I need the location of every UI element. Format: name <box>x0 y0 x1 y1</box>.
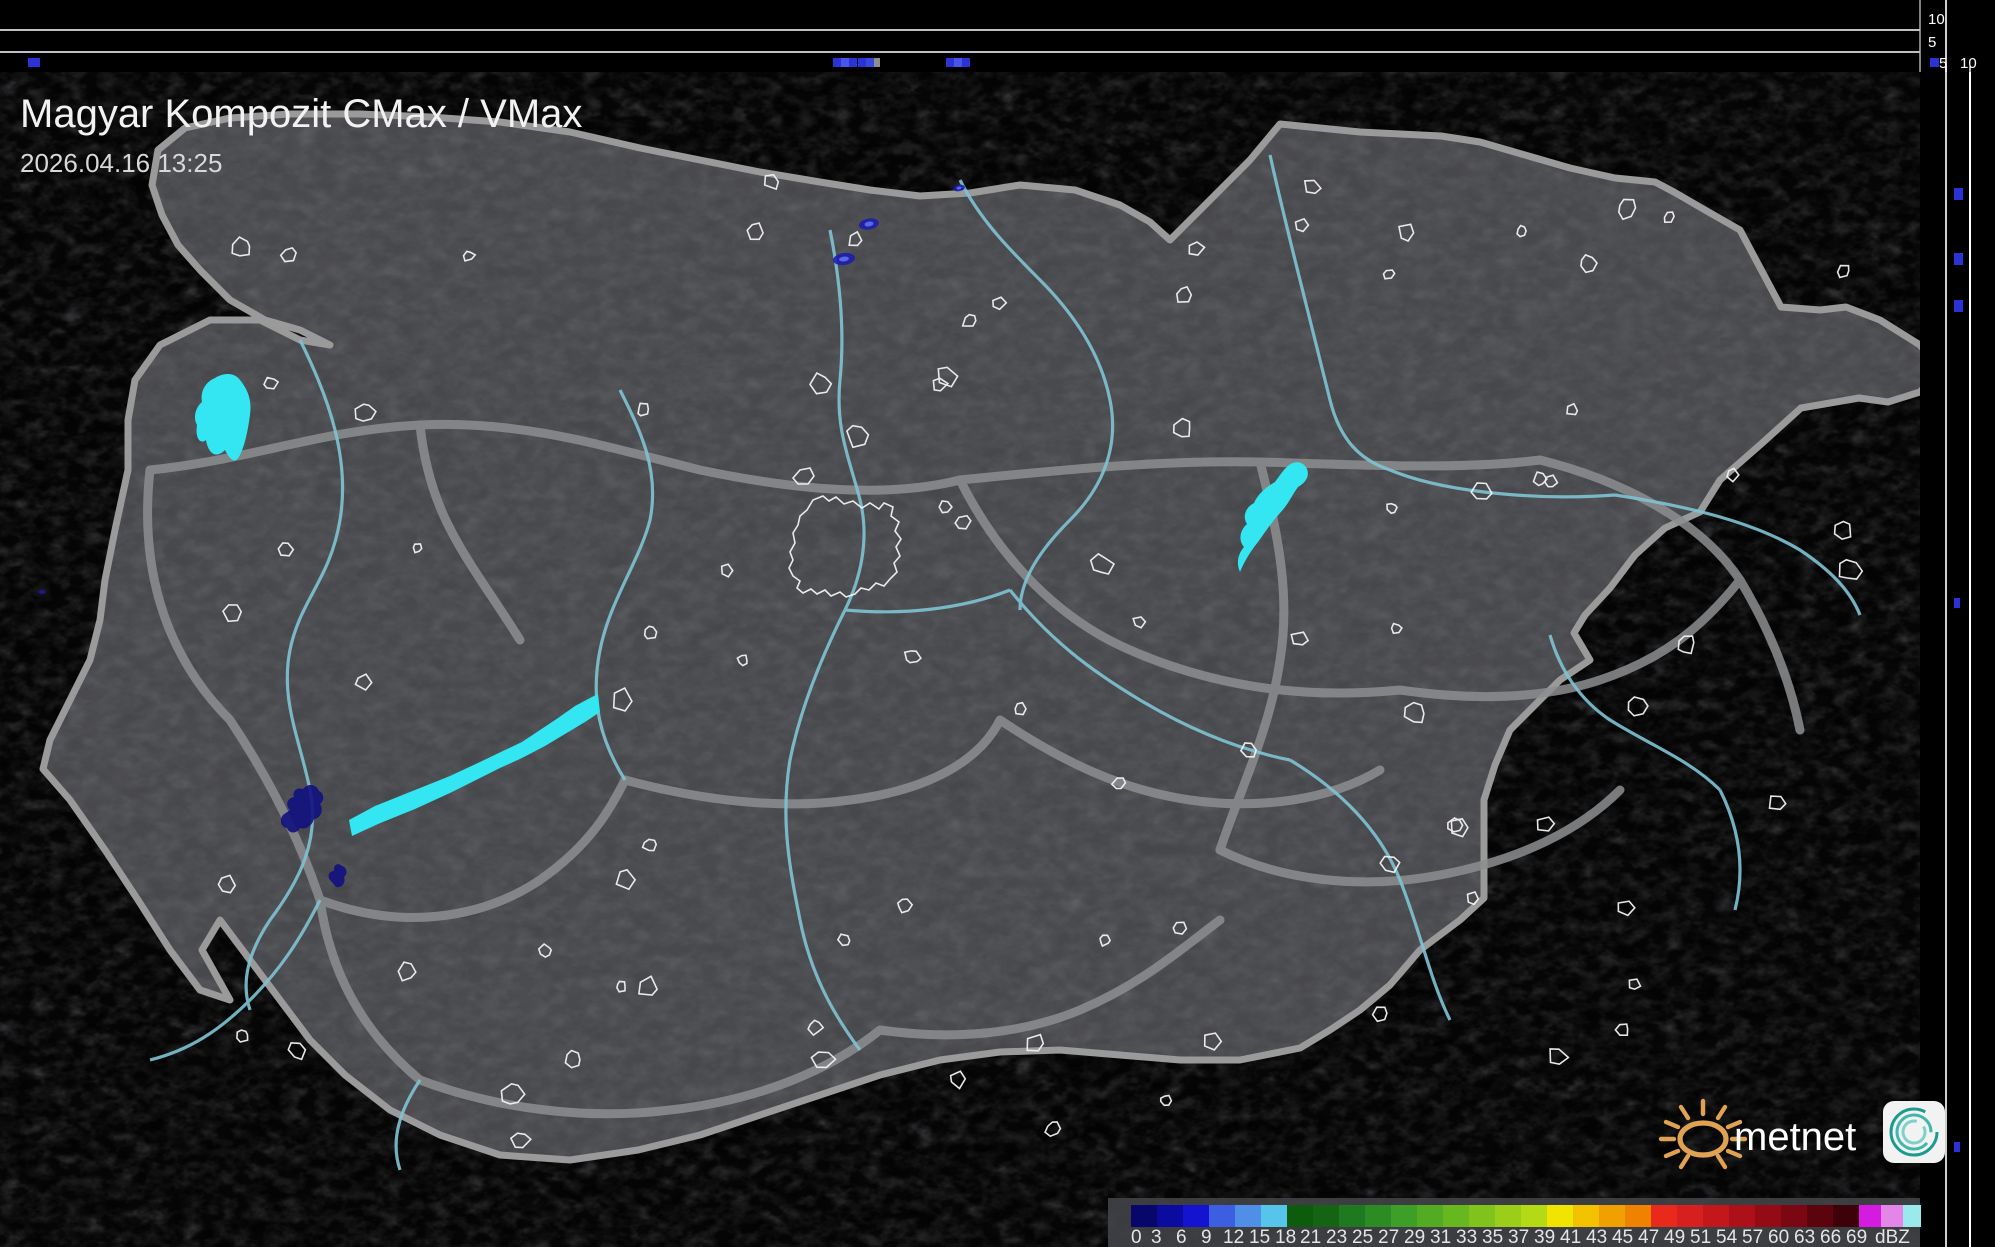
svg-text:45: 45 <box>1612 1227 1633 1247</box>
svg-text:15: 15 <box>1249 1227 1270 1247</box>
svg-text:35: 35 <box>1482 1227 1503 1247</box>
svg-text:18: 18 <box>1275 1227 1296 1247</box>
svg-text:3: 3 <box>1151 1227 1162 1247</box>
svg-text:57: 57 <box>1742 1227 1763 1247</box>
svg-text:5: 5 <box>1939 55 1947 72</box>
svg-text:dBZ: dBZ <box>1875 1227 1910 1247</box>
svg-text:33: 33 <box>1456 1227 1477 1247</box>
svg-text:5: 5 <box>1928 34 1936 51</box>
svg-text:47: 47 <box>1638 1227 1659 1247</box>
svg-text:51: 51 <box>1690 1227 1711 1247</box>
svg-text:41: 41 <box>1560 1227 1581 1247</box>
svg-text:6: 6 <box>1176 1227 1187 1247</box>
svg-text:49: 49 <box>1664 1227 1685 1247</box>
svg-text:29: 29 <box>1404 1227 1425 1247</box>
svg-text:10: 10 <box>1928 11 1945 28</box>
svg-text:63: 63 <box>1794 1227 1815 1247</box>
svg-text:23: 23 <box>1326 1227 1347 1247</box>
svg-text:60: 60 <box>1768 1227 1789 1247</box>
svg-text:66: 66 <box>1820 1227 1841 1247</box>
svg-text:27: 27 <box>1378 1227 1399 1247</box>
svg-text:12: 12 <box>1223 1227 1244 1247</box>
svg-text:69: 69 <box>1846 1227 1867 1247</box>
svg-text:43: 43 <box>1586 1227 1607 1247</box>
svg-text:metnet: metnet <box>1734 1115 1856 1159</box>
svg-text:10: 10 <box>1960 55 1977 72</box>
svg-text:37: 37 <box>1508 1227 1529 1247</box>
svg-text:39: 39 <box>1534 1227 1555 1247</box>
svg-text:9: 9 <box>1201 1227 1212 1247</box>
svg-text:31: 31 <box>1430 1227 1451 1247</box>
svg-text:0: 0 <box>1131 1227 1142 1247</box>
svg-text:54: 54 <box>1716 1227 1738 1247</box>
svg-text:25: 25 <box>1352 1227 1373 1247</box>
svg-text:21: 21 <box>1300 1227 1321 1247</box>
